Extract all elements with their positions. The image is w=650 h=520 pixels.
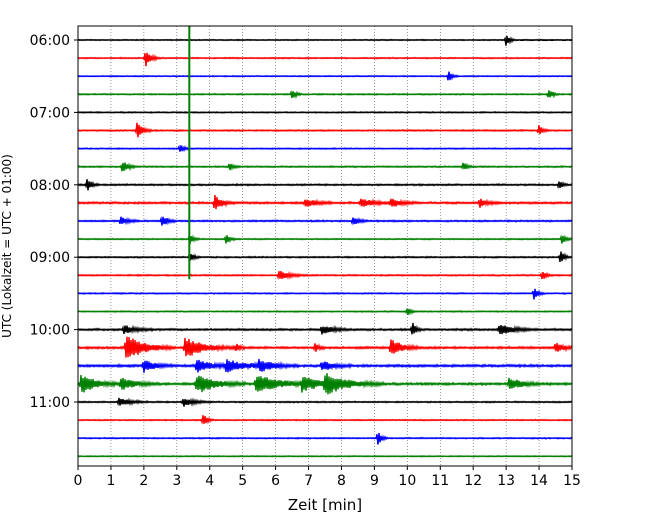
x-tick-label: 15 bbox=[563, 473, 581, 489]
trace-line bbox=[77, 454, 573, 458]
plot-background bbox=[78, 26, 572, 466]
x-tick-label: 8 bbox=[337, 473, 346, 489]
trace-line bbox=[77, 122, 573, 138]
x-tick-label: 3 bbox=[172, 473, 181, 489]
x-tick-label: 5 bbox=[238, 473, 247, 489]
trace-line bbox=[77, 110, 573, 114]
trace-line bbox=[77, 35, 573, 46]
x-axis-label: Zeit [min] bbox=[288, 496, 362, 514]
trace-line bbox=[77, 52, 573, 67]
y-tick-label: 08:00 bbox=[30, 178, 70, 194]
x-tick-label: 4 bbox=[205, 473, 214, 489]
trace-line bbox=[77, 415, 573, 425]
trace-line bbox=[77, 234, 573, 245]
trace-line bbox=[77, 216, 573, 226]
trace-line bbox=[77, 270, 573, 281]
x-tick-label: 13 bbox=[497, 473, 515, 489]
y-tick-label: 10:00 bbox=[30, 323, 70, 339]
trace-line bbox=[77, 179, 573, 191]
x-tick-label: 10 bbox=[398, 473, 416, 489]
x-tick-label: 6 bbox=[271, 473, 280, 489]
trace-line bbox=[77, 162, 573, 172]
trace-line bbox=[77, 308, 573, 316]
x-axis-ticks: 0 1 2 3 4 5 6 7 8 9 10 11 12 13 14 15 bbox=[74, 466, 581, 489]
trace-line bbox=[77, 432, 573, 445]
trace-line bbox=[77, 397, 573, 407]
y-axis-label: UTC (Lokalzeit = UTC + 01:00) bbox=[0, 154, 14, 338]
x-tick-label: 9 bbox=[370, 473, 379, 489]
x-tick-label: 14 bbox=[530, 473, 548, 489]
plot-frame bbox=[77, 25, 573, 467]
y-tick-label: 06:00 bbox=[30, 33, 70, 49]
trace-line bbox=[77, 359, 573, 373]
trace-line bbox=[77, 194, 573, 210]
trace-line bbox=[77, 71, 573, 81]
trace-line bbox=[77, 373, 573, 395]
x-tick-label: 12 bbox=[464, 473, 482, 489]
y-tick-label: 11:00 bbox=[30, 395, 70, 411]
x-tick-label: 2 bbox=[139, 473, 148, 489]
trace-line bbox=[77, 144, 573, 153]
x-tick-label: 0 bbox=[74, 473, 83, 489]
trace-line bbox=[77, 251, 573, 263]
x-tick-label: 11 bbox=[431, 473, 449, 489]
trace-group bbox=[77, 35, 573, 458]
vertical-grid bbox=[110, 26, 540, 466]
trace-line bbox=[77, 322, 573, 335]
trace-line bbox=[77, 336, 573, 358]
y-tick-label: 09:00 bbox=[30, 250, 70, 266]
trace-line bbox=[77, 288, 573, 300]
x-tick-label: 7 bbox=[304, 473, 313, 489]
y-tick-label: 07:00 bbox=[30, 105, 70, 121]
trace-line bbox=[77, 90, 573, 100]
x-tick-label: 1 bbox=[106, 473, 115, 489]
y-axis-ticks: 06:00 07:00 08:00 09:00 10:00 11:00 bbox=[30, 33, 78, 411]
